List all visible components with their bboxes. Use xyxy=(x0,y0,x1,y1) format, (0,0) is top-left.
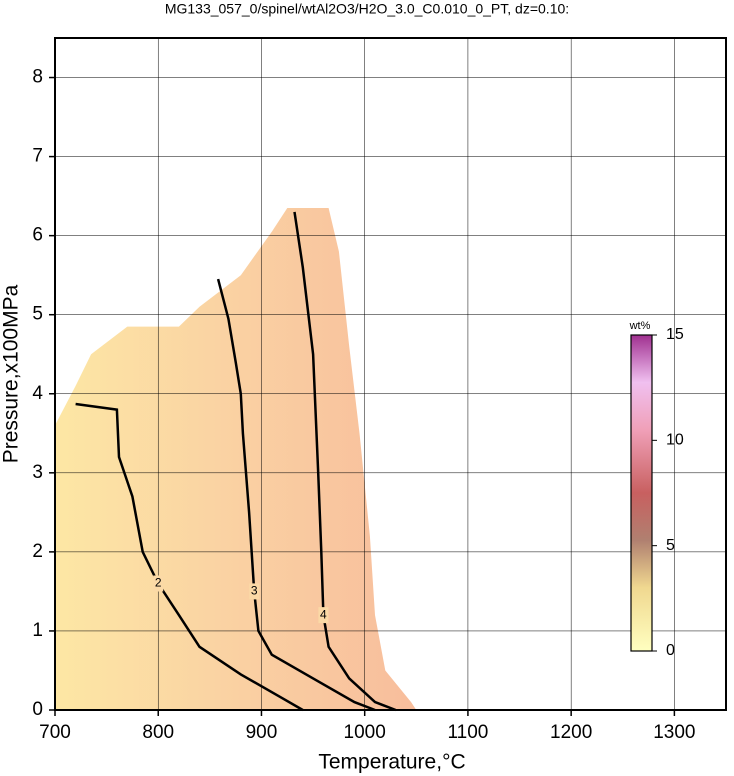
contour-label: 2 xyxy=(155,576,162,590)
y-axis-label: Pressure,x100MPa xyxy=(0,284,23,463)
contour-label: 4 xyxy=(320,607,327,621)
contour-label-bg xyxy=(249,583,260,600)
y-tick-label: 3 xyxy=(32,462,43,483)
x-tick-label: 900 xyxy=(246,722,278,743)
y-tick-label: 2 xyxy=(32,541,43,562)
colorbar-label: wt% xyxy=(629,320,651,332)
colorbar-tick-label: 0 xyxy=(666,642,675,659)
x-tick-label: 1000 xyxy=(344,722,386,743)
x-tick-label: 700 xyxy=(39,722,71,743)
contour-line xyxy=(216,278,376,712)
y-tick-label: 5 xyxy=(32,304,43,325)
chart-title: MG133_057_0/spinel/wtAl2O3/H2O_3.0_C0.01… xyxy=(165,1,569,17)
contour-label-bg xyxy=(153,575,164,592)
contour-label: 3 xyxy=(251,584,258,598)
colorbar-tick-label: 10 xyxy=(666,432,684,449)
x-tick-label: 1200 xyxy=(550,722,592,743)
colorbar-tick-label: 15 xyxy=(666,326,684,343)
x-axis-label: Temperature,°C xyxy=(318,751,465,774)
field-region xyxy=(55,208,417,710)
y-tick-label: 0 xyxy=(32,699,43,720)
y-tick-label: 4 xyxy=(32,383,43,404)
y-tick-label: 6 xyxy=(32,225,43,246)
contour-line xyxy=(293,211,397,712)
colorbar xyxy=(630,334,653,652)
x-tick-label: 1100 xyxy=(447,722,488,743)
y-tick-label: 7 xyxy=(32,146,43,167)
x-tick-label: 800 xyxy=(142,722,174,743)
colorbar-tick-label: 5 xyxy=(666,537,675,554)
y-tick-label: 1 xyxy=(32,620,43,641)
contour-label-bg xyxy=(318,607,329,624)
x-tick-label: 1300 xyxy=(653,722,695,743)
y-tick-label: 8 xyxy=(32,67,43,88)
plot-frame xyxy=(54,37,727,711)
